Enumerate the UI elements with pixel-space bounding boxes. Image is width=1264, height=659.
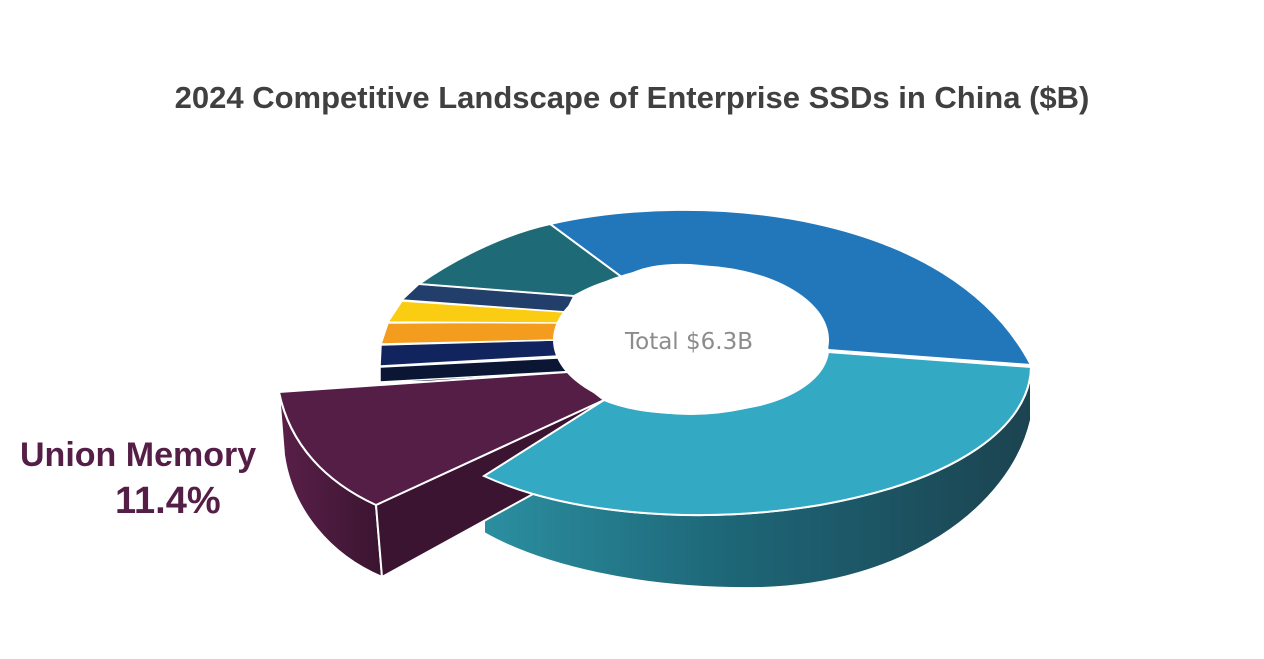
chart-title: 2024 Competitive Landscape of Enterprise… (174, 80, 1090, 115)
slice-large-blue (547, 208, 1033, 367)
slice-small-orange (379, 321, 559, 345)
slice-medium-dark-teal (416, 222, 626, 298)
donut-center-label: Total $6.3B (624, 329, 753, 355)
callout-union-memory-percent: 11.4% (115, 480, 221, 522)
callout-union-memory-name: Union Memory (20, 436, 257, 474)
slice-large-teal (481, 350, 1033, 517)
slice-tops (277, 208, 1033, 517)
slice-union-memory (277, 370, 606, 507)
donut-hole (553, 265, 829, 415)
